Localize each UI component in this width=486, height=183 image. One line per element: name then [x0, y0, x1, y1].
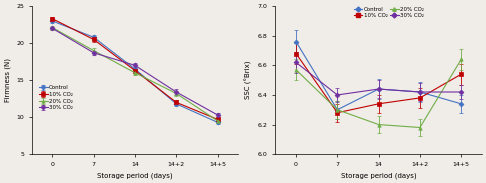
Legend: Control, 10% CO₂, 20% CO₂, 30% CO₂: Control, 10% CO₂, 20% CO₂, 30% CO₂ [39, 85, 74, 111]
Legend: Control, 10% CO₂, 20% CO₂, 30% CO₂: Control, 10% CO₂, 20% CO₂, 30% CO₂ [353, 6, 425, 19]
X-axis label: Storage period (days): Storage period (days) [341, 172, 417, 179]
Y-axis label: Firmness (N): Firmness (N) [4, 58, 11, 102]
X-axis label: Storage period (days): Storage period (days) [97, 172, 173, 179]
Y-axis label: SSC (°Brix): SSC (°Brix) [245, 61, 252, 99]
